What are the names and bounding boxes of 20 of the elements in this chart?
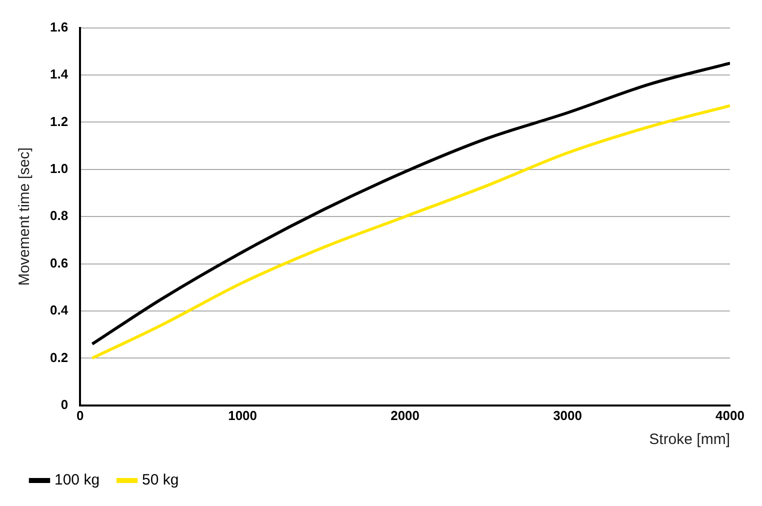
legend-label: 50 kg	[142, 472, 179, 489]
line-series	[90, 104, 730, 360]
y-tick-label: 0.4	[50, 302, 69, 318]
y-tick-label: 1.6	[50, 19, 68, 34]
y-tick-label: 0.2	[50, 350, 68, 365]
x-axis-title: Stroke [mm]	[649, 431, 730, 448]
legend-label: 100 kg	[54, 472, 100, 489]
line-series	[90, 62, 730, 346]
y-tick-label: 1.4	[50, 66, 69, 82]
x-tick-label: 1000	[228, 408, 258, 423]
x-tick-label: 0	[76, 408, 84, 423]
y-tick-label: 1.0	[50, 160, 68, 176]
x-tick-label: 3000	[553, 408, 582, 423]
x-tick-label: 4000	[716, 408, 744, 423]
y-axis-title: Movement time [sec]	[16, 147, 34, 286]
y-tick-label: 0	[60, 396, 68, 412]
y-tick-label: 1.2	[50, 114, 68, 129]
x-tick-label: 2000	[390, 408, 420, 423]
y-tick-label: 0.6	[50, 255, 68, 270]
y-tick-label: 0.8	[50, 208, 68, 224]
